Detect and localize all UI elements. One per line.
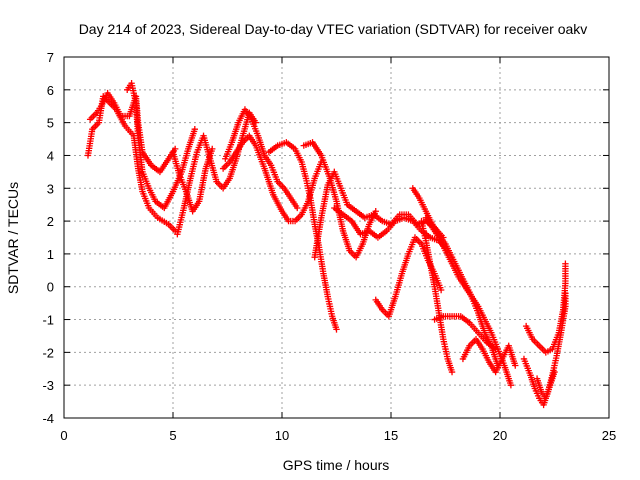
data-track-2 [124,80,198,212]
data-markers [84,80,569,409]
data-point [551,368,558,376]
y-tick-label: 0 [47,280,54,295]
data-track-16 [459,336,519,376]
y-tick-label: 1 [47,247,54,262]
y-tick-label: -1 [42,313,54,328]
y-tick-label: 3 [47,181,54,196]
y-tick-label: 2 [47,214,54,229]
data-track-3 [169,145,216,215]
data-point [209,145,216,153]
y-tick-label: -3 [42,378,54,393]
x-tick-label: 15 [384,428,398,443]
chart-title: Day 214 of 2023, Sidereal Day-to-day VTE… [79,21,588,37]
data-point [492,345,499,353]
data-track-19 [533,368,558,402]
x-tick-label: 5 [169,428,176,443]
data-point [562,290,569,297]
x-tick-label: 0 [60,428,67,443]
y-tick-label: -2 [42,345,54,360]
data-track-14 [418,217,456,376]
data-point [171,145,179,153]
data-point [562,260,569,267]
data-track-8 [300,139,379,261]
data-point [294,204,301,212]
plot-frame [63,56,610,419]
y-axis-label: SDTVAR / TECUs [5,182,21,294]
data-track-4 [174,109,260,238]
data-track-5 [222,106,301,212]
data-track-1 [86,89,179,176]
data-point [448,368,456,376]
y-tick-label: -4 [42,411,54,426]
data-track-7 [265,139,340,333]
y-tick-label: 7 [47,50,54,65]
x-tick-label: 20 [493,428,507,443]
data-point [507,381,515,389]
axis-ticks: 0 5 10 15 20 25 -4 -3 -2 -1 0 1 2 3 4 5 6 7 [42,50,616,443]
data-track-15 [431,313,499,353]
data-point [191,126,198,133]
grid-lines [64,57,609,418]
x-axis-label: GPS time / hours [283,457,390,473]
y-tick-label: 6 [47,83,54,98]
data-track-11 [372,234,445,320]
data-point [512,362,519,369]
x-tick-label: 25 [602,428,616,443]
data-point [333,326,340,333]
y-tick-label: 5 [47,116,54,131]
x-tick-label: 10 [275,428,289,443]
y-tick-label: 4 [47,148,54,163]
data-track-6 [219,132,325,225]
data-point [437,286,445,294]
